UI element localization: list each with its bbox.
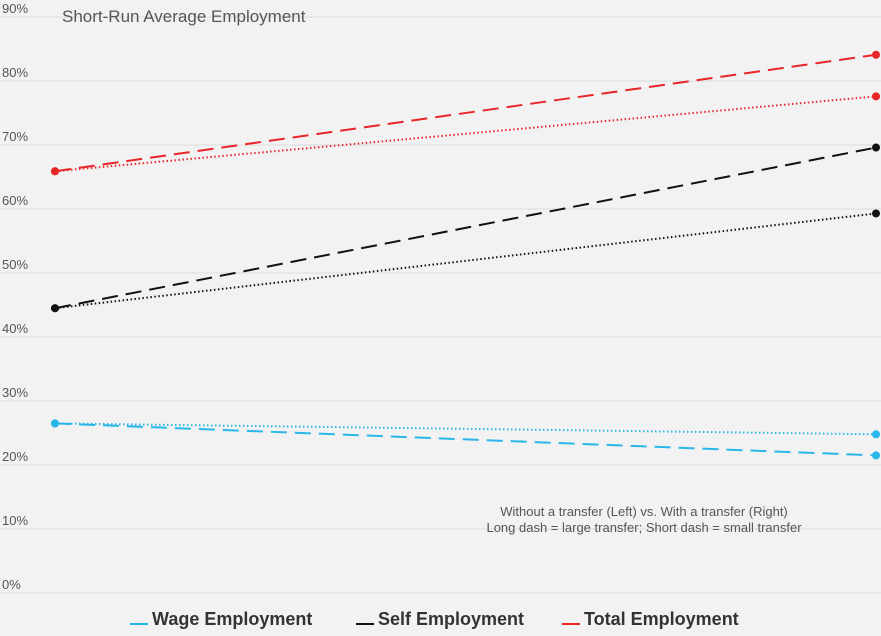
series-line-wage-employment-large-transfer	[54, 422, 877, 457]
data-point-self-employment-large-transfer-1	[872, 143, 880, 152]
y-tick-label-10: 10%	[2, 513, 28, 528]
y-tick-label-70: 70%	[2, 129, 28, 144]
data-point-total-employment-small-transfer-0	[51, 167, 59, 176]
data-point-total-employment-small-transfer-1	[872, 92, 880, 101]
y-tick-label-20: 20%	[2, 449, 28, 464]
data-points	[51, 50, 880, 460]
series-line-total-employment-small-transfer	[54, 95, 877, 173]
y-tick-label-90: 90%	[2, 1, 28, 16]
gridlines	[0, 16, 881, 594]
series-line-self-employment-large-transfer	[54, 146, 877, 310]
y-tick-label-30: 30%	[2, 385, 28, 400]
legend-label-total-employment: Total Employment	[584, 609, 739, 629]
legend-label-self-employment: Self Employment	[378, 609, 524, 629]
y-tick-label-60: 60%	[2, 193, 28, 208]
y-tick-label-50: 50%	[2, 257, 28, 272]
y-axis-tick-labels: 0% 10% 20% 30% 40% 50% 60% 70% 80% 90%	[2, 1, 28, 592]
series-line-self-employment-small-transfer	[54, 212, 877, 310]
data-point-wage-employment-large-transfer-1	[872, 451, 880, 460]
annotation-line-1: Without a transfer (Left) vs. With a tra…	[500, 504, 788, 519]
chart-title: Short-Run Average Employment	[62, 7, 306, 26]
y-tick-label-80: 80%	[2, 65, 28, 80]
series-line-total-employment-large-transfer	[54, 53, 877, 173]
y-tick-label-40: 40%	[2, 321, 28, 336]
data-point-wage-employment-small-transfer-0	[51, 419, 59, 428]
y-tick-label-0: 0%	[2, 577, 21, 592]
data-point-total-employment-large-transfer-1	[872, 50, 880, 59]
data-point-self-employment-small-transfer-0	[51, 304, 59, 313]
series-line-wage-employment-small-transfer	[54, 422, 877, 436]
legend: Wage Employment Self Employment Total Empl…	[130, 609, 739, 629]
legend-label-wage-employment: Wage Employment	[152, 609, 312, 629]
data-point-self-employment-small-transfer-1	[872, 209, 880, 218]
data-point-wage-employment-small-transfer-1	[872, 430, 880, 439]
annotation-line-2: Long dash = large transfer; Short dash =…	[486, 520, 802, 535]
series-lines	[54, 53, 877, 457]
